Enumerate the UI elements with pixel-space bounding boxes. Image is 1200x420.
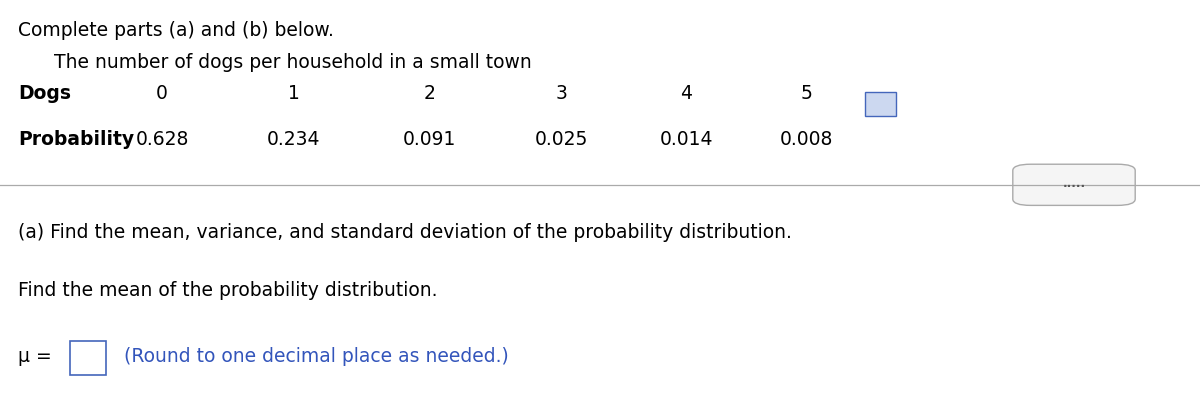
Text: 0: 0 bbox=[156, 84, 168, 103]
Text: Dogs: Dogs bbox=[18, 84, 71, 103]
Text: 0.008: 0.008 bbox=[780, 130, 833, 149]
Text: 2: 2 bbox=[424, 84, 436, 103]
Text: The number of dogs per household in a small town: The number of dogs per household in a sm… bbox=[54, 52, 532, 71]
Text: Find the mean of the probability distribution.: Find the mean of the probability distrib… bbox=[18, 281, 438, 300]
Text: 0.234: 0.234 bbox=[268, 130, 320, 149]
Text: 5: 5 bbox=[800, 84, 812, 103]
Text: 0.025: 0.025 bbox=[535, 130, 588, 149]
FancyBboxPatch shape bbox=[70, 341, 106, 375]
Text: Complete parts (a) and (b) below.: Complete parts (a) and (b) below. bbox=[18, 21, 334, 40]
Text: 3: 3 bbox=[556, 84, 568, 103]
Text: 4: 4 bbox=[680, 84, 692, 103]
Text: (Round to one decimal place as needed.): (Round to one decimal place as needed.) bbox=[124, 346, 509, 365]
Text: 0.091: 0.091 bbox=[403, 130, 456, 149]
Text: 1: 1 bbox=[288, 84, 300, 103]
Text: 0.014: 0.014 bbox=[660, 130, 713, 149]
Text: (a) Find the mean, variance, and standard deviation of the probability distribut: (a) Find the mean, variance, and standar… bbox=[18, 223, 792, 242]
Text: .....: ..... bbox=[1062, 177, 1086, 190]
FancyBboxPatch shape bbox=[1013, 164, 1135, 205]
Text: μ =: μ = bbox=[18, 346, 52, 365]
FancyBboxPatch shape bbox=[865, 92, 896, 116]
Text: Probability: Probability bbox=[18, 130, 134, 149]
Text: 0.628: 0.628 bbox=[136, 130, 188, 149]
